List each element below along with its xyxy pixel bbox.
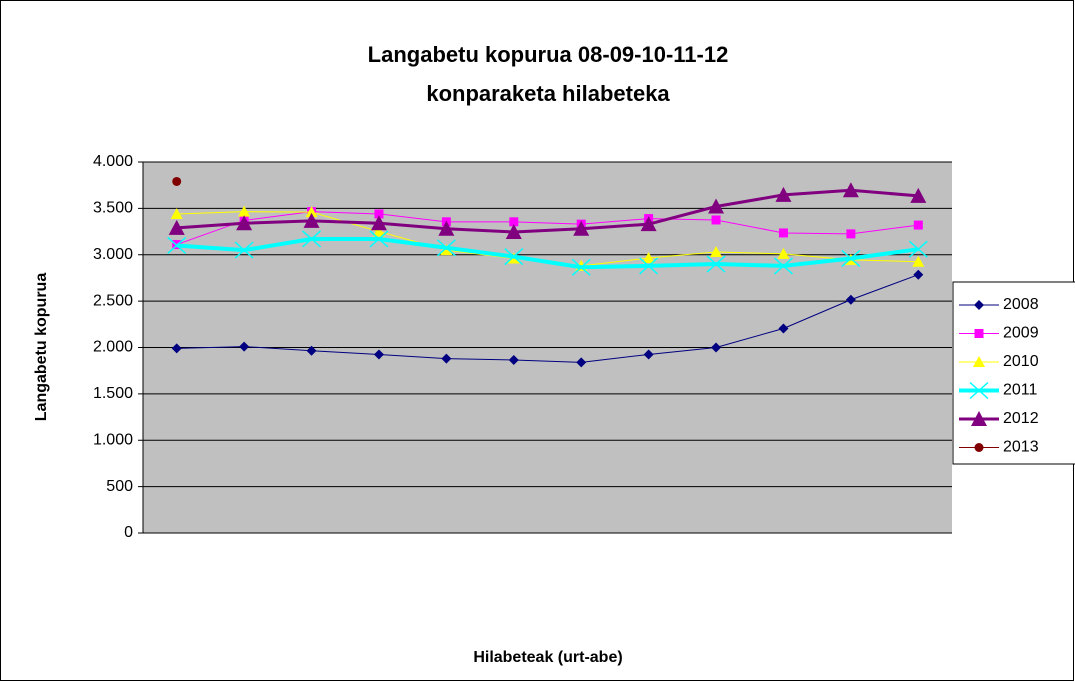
marker [974, 443, 984, 452]
marker [306, 345, 317, 356]
marker [441, 353, 452, 364]
y-tick-label: 2.500 [93, 292, 133, 309]
marker [711, 215, 721, 225]
marker [504, 248, 524, 266]
y-tick-label: 3.500 [93, 200, 133, 217]
marker [777, 247, 790, 259]
marker [234, 241, 254, 259]
marker [168, 219, 185, 235]
marker [302, 230, 322, 248]
y-tick-label: 0 [124, 524, 133, 541]
legend-label: 2013 [1003, 439, 1039, 456]
marker [167, 236, 187, 255]
y-tick-label: 1.500 [93, 385, 133, 402]
marker [369, 230, 389, 248]
marker [775, 186, 792, 202]
marker [373, 349, 384, 360]
chart-title: Langabetu kopurua 08-09-10-11-12 [368, 42, 729, 67]
marker [846, 229, 856, 239]
marker [236, 215, 253, 231]
marker [974, 329, 984, 338]
chart-title: konparaketa hilabeteka [426, 81, 670, 106]
marker [842, 182, 859, 198]
marker [971, 411, 987, 426]
y-tick-label: 2.000 [93, 339, 133, 356]
marker [571, 258, 591, 276]
marker [845, 294, 856, 305]
marker [370, 215, 387, 231]
series-line [176, 188, 919, 234]
marker [643, 349, 654, 360]
marker [778, 228, 788, 238]
marker [238, 205, 251, 217]
y-tick-label: 1.000 [93, 431, 133, 448]
marker [913, 269, 924, 280]
y-axis-label: Langabetu kopurua [33, 273, 50, 422]
legend-box [952, 281, 1075, 465]
marker [640, 216, 657, 232]
marker [778, 323, 789, 334]
marker [509, 217, 519, 227]
series-line [176, 274, 919, 363]
marker [639, 257, 659, 275]
legend-label: 2011 [1003, 382, 1038, 399]
marker [913, 220, 923, 230]
marker [172, 176, 182, 186]
marker [908, 240, 928, 258]
legend-label: 2012 [1003, 410, 1039, 427]
x-axis-label: Hilabeteak (urt-abe) [473, 649, 622, 666]
marker [841, 249, 861, 268]
marker [974, 300, 984, 310]
legend-label: 2010 [1003, 353, 1039, 370]
marker [508, 355, 519, 366]
marker [576, 357, 587, 368]
marker [305, 206, 318, 218]
marker [239, 341, 250, 352]
y-tick-label: 4.000 [93, 153, 133, 170]
series-line [176, 211, 919, 246]
marker [912, 255, 925, 267]
marker [642, 251, 655, 263]
legend-label: 2009 [1003, 325, 1039, 342]
y-tick-label: 3.000 [93, 246, 133, 263]
marker [372, 225, 385, 237]
marker [706, 255, 726, 273]
marker [708, 198, 725, 214]
marker [969, 381, 989, 400]
marker [573, 220, 590, 236]
legend-label: 2008 [1003, 296, 1039, 313]
marker [973, 356, 985, 367]
marker [910, 187, 927, 203]
marker [773, 257, 793, 275]
marker [505, 224, 522, 240]
y-tick-label: 500 [106, 478, 133, 495]
marker [436, 239, 456, 257]
marker [170, 207, 183, 219]
marker [711, 342, 722, 353]
marker [171, 343, 182, 354]
marker [710, 245, 723, 257]
marker [438, 220, 455, 236]
marker [303, 212, 320, 228]
series-line [176, 236, 919, 270]
marker [374, 209, 384, 219]
